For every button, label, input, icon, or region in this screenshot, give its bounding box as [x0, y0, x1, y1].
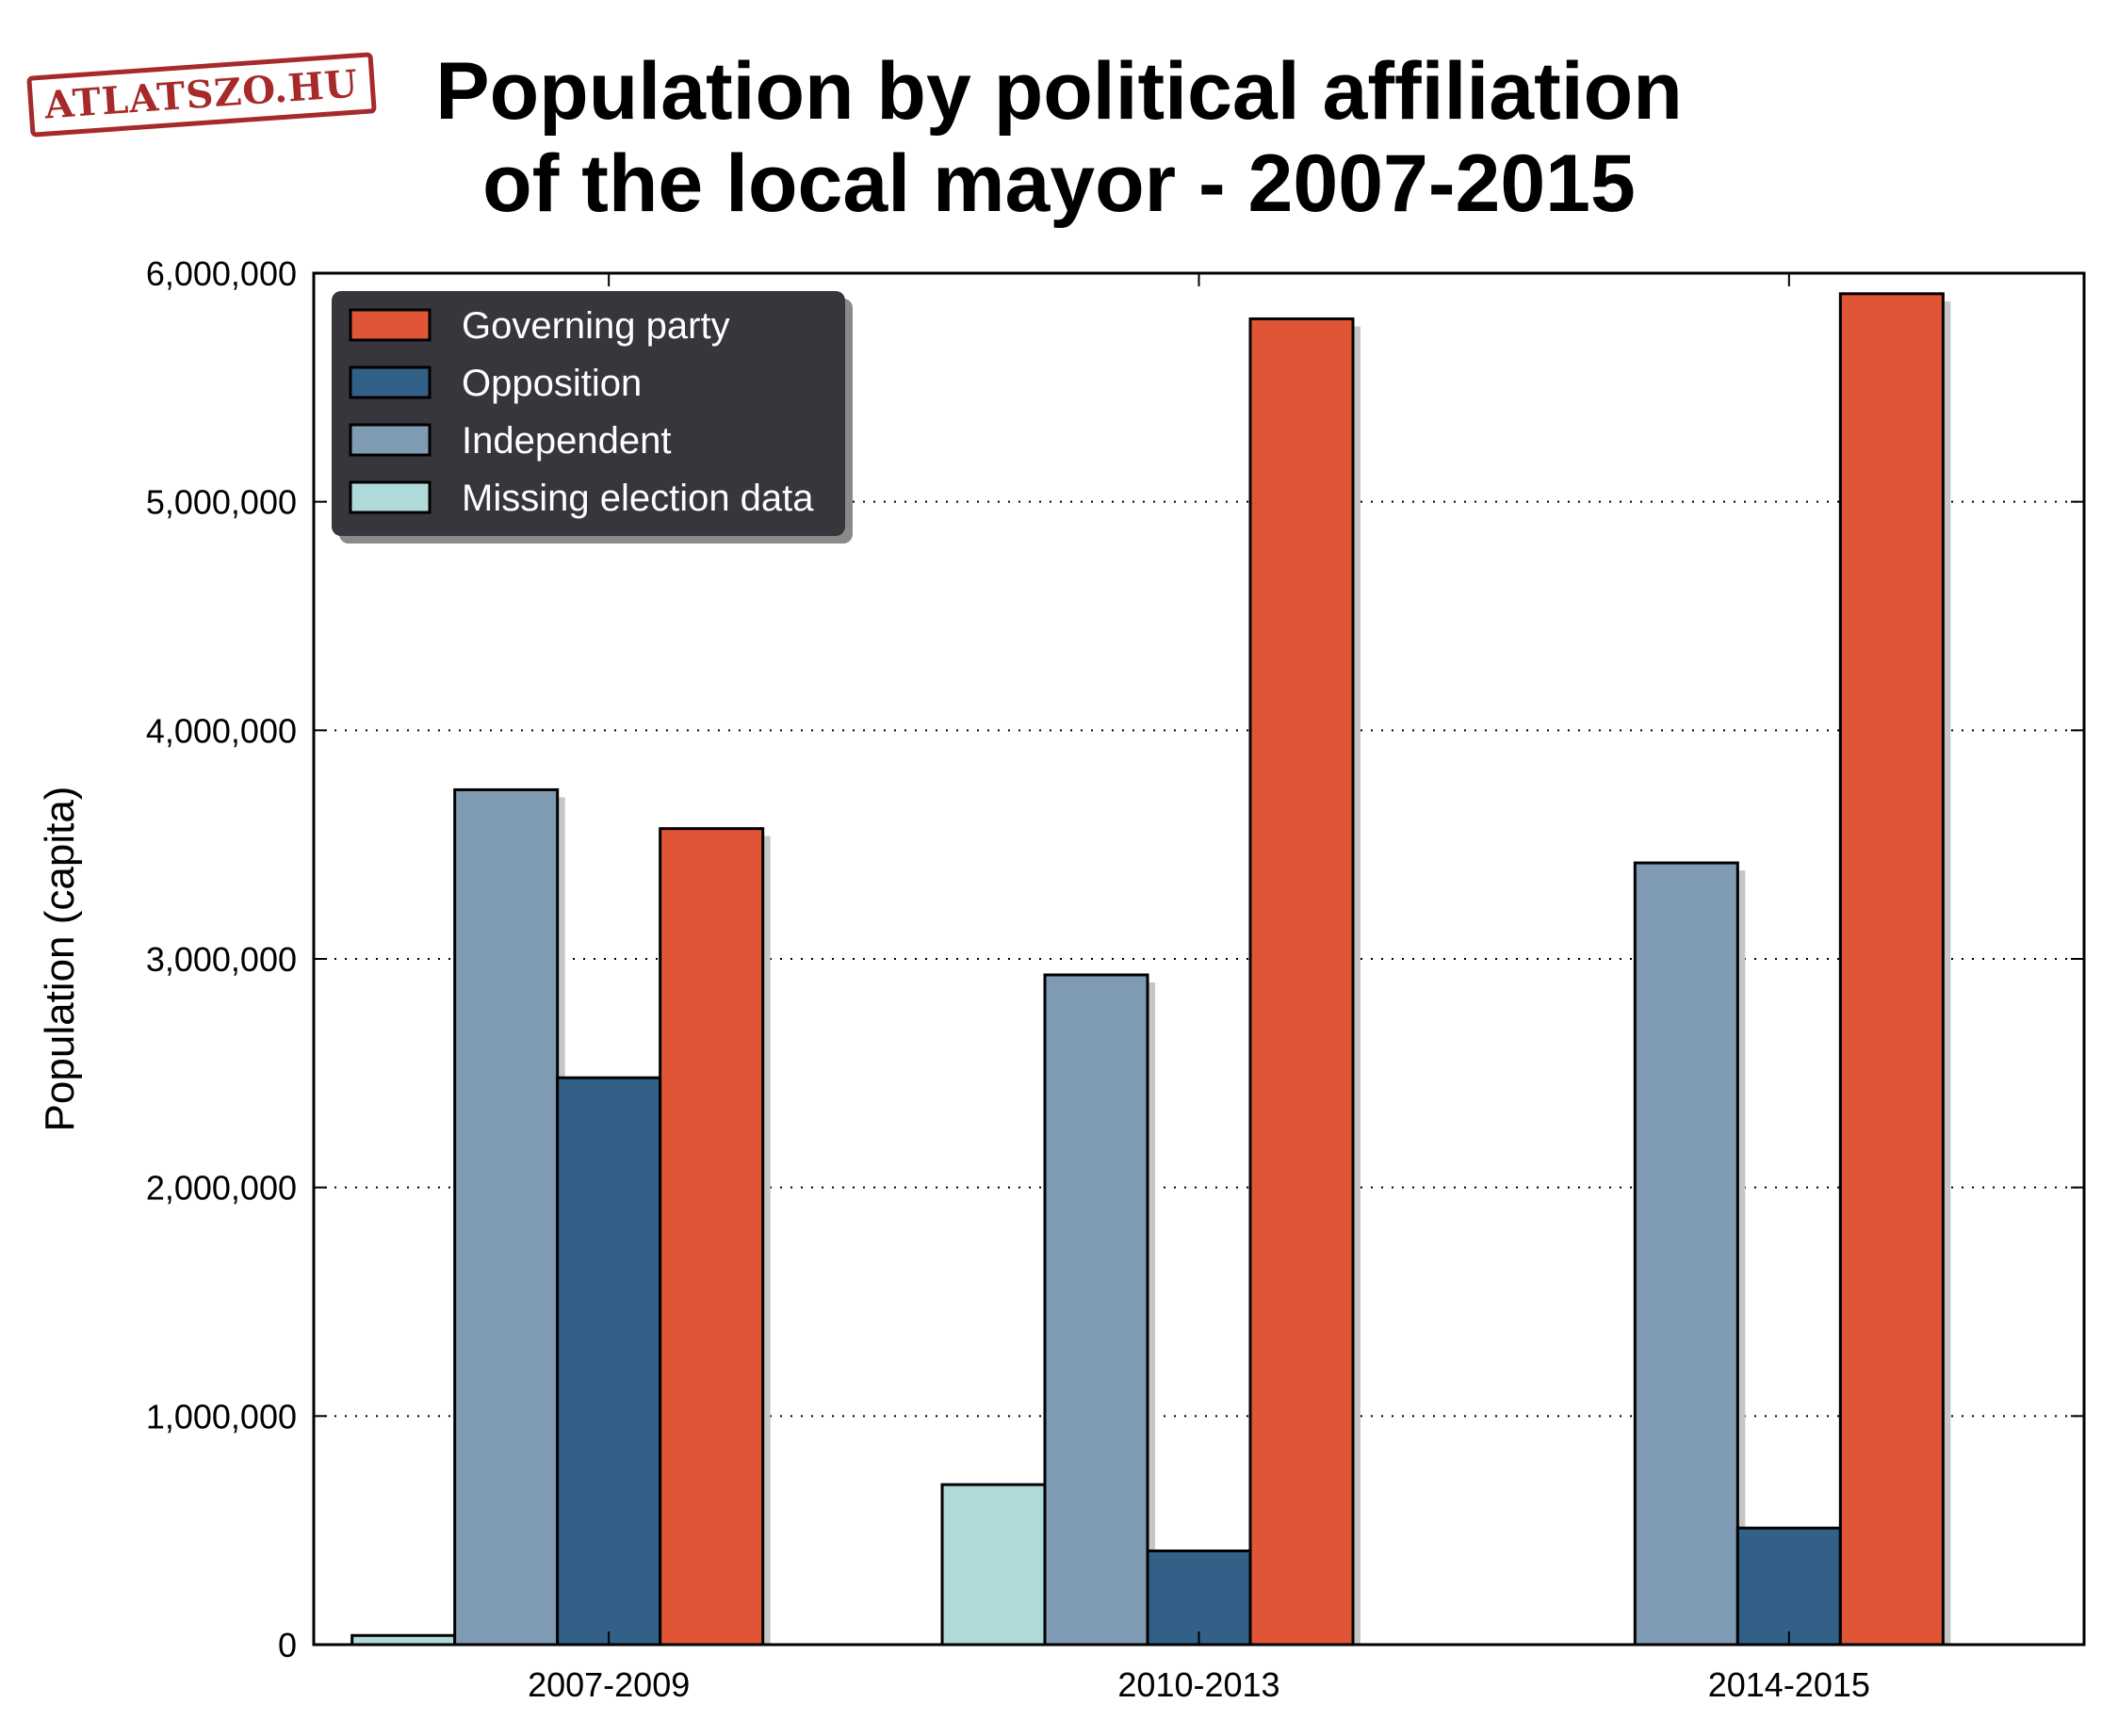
y-tick-label: 1,000,000 — [146, 1397, 297, 1436]
bar — [1838, 292, 1945, 1647]
legend-label: Missing election data — [462, 478, 814, 519]
bar — [1043, 973, 1149, 1647]
x-tick-label: 2010-2013 — [1117, 1665, 1279, 1704]
axis-ticks — [314, 272, 2084, 1646]
chart-title-line-2: of the local mayor - 2007-2015 — [482, 138, 1636, 229]
chart-title: Population by political affiliation of t… — [0, 45, 2118, 230]
x-tick-label: 2007-2009 — [528, 1665, 690, 1704]
legend: Governing party Opposition Independent Miss… — [332, 291, 853, 544]
axis-tick-labels: 0 1,000,000 2,000,000 3,000,000 4,000,000 5,0… — [146, 254, 1870, 1704]
bar — [1146, 1549, 1252, 1647]
y-tick-label: 0 — [278, 1626, 297, 1664]
legend-swatch — [349, 365, 432, 399]
bar — [1633, 861, 1739, 1647]
y-tick-label: 5,000,000 — [146, 483, 297, 522]
bar — [940, 1483, 1047, 1647]
y-tick-label: 4,000,000 — [146, 711, 297, 750]
legend-swatch — [349, 480, 432, 514]
y-tick-label: 3,000,000 — [146, 940, 297, 979]
bars — [350, 292, 1945, 1647]
chart-title-line-1: Population by political affiliation — [435, 46, 1683, 137]
bar — [1735, 1526, 1842, 1647]
y-tick-label: 6,000,000 — [146, 254, 297, 293]
bar — [659, 827, 765, 1647]
bar — [1248, 317, 1355, 1647]
legend-swatch — [349, 423, 432, 457]
y-axis-label: Population (capita) — [37, 787, 83, 1132]
legend-label: Governing party — [462, 305, 730, 347]
bar — [556, 1076, 662, 1647]
x-tick-label: 2014-2015 — [1708, 1665, 1870, 1704]
bar — [453, 787, 560, 1647]
legend-label: Opposition — [462, 363, 642, 404]
legend-items: Governing party Opposition Independent Miss… — [349, 305, 814, 519]
legend-swatch — [349, 308, 432, 342]
y-tick-label: 2,000,000 — [146, 1169, 297, 1208]
legend-label: Independent — [462, 420, 671, 462]
legend-box — [332, 291, 845, 536]
